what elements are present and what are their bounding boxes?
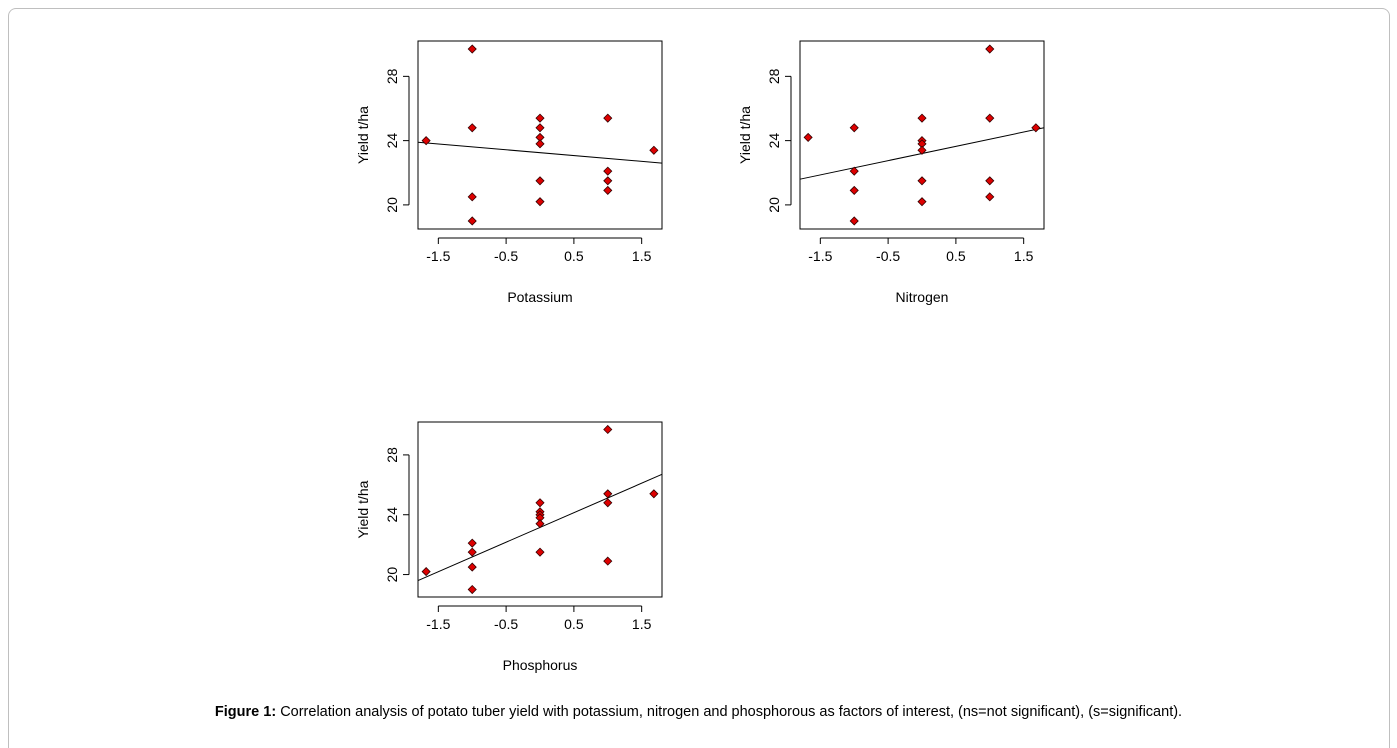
y-tick-label: 24 [766,133,782,149]
x-axis-title: Nitrogen [896,289,949,305]
data-point [603,166,613,176]
data-point [603,498,613,508]
scatter-panel: -1.5 -0.5 0.5 1.5 20 24 28 Phosphorus Yield t/ha [355,421,663,673]
figure-caption: Figure 1: Correlation analysis of potato… [0,704,1397,720]
x-axis-title: Phosphorus [503,657,578,673]
y-tick-label: 28 [384,447,400,463]
y-tick-label: 20 [384,567,400,583]
plot-box [417,40,663,230]
data-point [649,489,659,499]
data-point [535,547,545,557]
y-tick-label: 20 [766,197,782,213]
x-tick-label: -1.5 [426,616,450,632]
data-point [421,567,431,577]
plot-box [799,40,1045,230]
y-tick-label: 20 [384,197,400,213]
x-axis-title: Potassium [507,289,572,305]
data-point [849,185,859,196]
x-tick-label: -0.5 [494,248,518,264]
data-point [535,197,545,207]
caption-label: Figure 1: [214,704,277,720]
data-point [1031,123,1041,133]
data-point [603,489,613,499]
data-point [467,123,477,133]
y-axis-title: Yield t/ha [737,106,753,164]
y-tick-label: 24 [384,507,400,523]
data-point [849,216,859,226]
data-point [467,562,477,572]
y-tick-label: 28 [766,68,782,84]
data-point [467,547,477,557]
trend-line [417,141,663,164]
caption-text: Correlation analysis of potato tuber yie… [280,704,1183,720]
scatter-panel: -1.5 -0.5 0.5 1.5 20 24 28 Nitrogen Yield t/ha [737,40,1045,305]
x-tick-label: -0.5 [876,248,900,264]
data-point [603,113,613,123]
data-point [603,556,613,566]
data-point [803,132,813,142]
data-point [917,113,927,123]
data-point [985,113,995,123]
x-tick-label: 1.5 [632,616,652,632]
data-point [535,139,545,149]
plot-box [417,421,663,598]
data-point [917,145,927,155]
y-axis-title: Yield t/ha [355,480,371,538]
data-point [917,197,927,207]
data-point [985,176,995,186]
data-point [603,176,613,186]
data-point [535,113,545,123]
data-point [467,44,477,54]
data-point [985,192,995,202]
data-point [535,123,545,133]
x-tick-label: 1.5 [632,248,652,264]
data-point [603,424,613,435]
data-point [849,166,859,176]
y-axis-title: Yield t/ha [355,106,371,164]
data-point [917,176,927,186]
scatter-panel: -1.5 -0.5 0.5 1.5 20 24 28 Potassium Yield t/ha [355,40,663,305]
x-tick-label: -1.5 [426,248,450,264]
data-point [535,176,545,186]
x-tick-label: -1.5 [808,248,832,264]
data-point [535,519,545,529]
data-point [467,538,477,548]
data-point [985,44,995,54]
y-tick-label: 28 [384,68,400,84]
data-point [467,216,477,226]
x-tick-label: 0.5 [564,616,584,632]
x-tick-label: 0.5 [946,248,966,264]
data-point [421,136,431,146]
data-point [467,584,477,595]
x-tick-label: 1.5 [1014,248,1034,264]
data-point [649,145,659,155]
data-point [849,123,859,133]
figure-frame [8,8,1390,748]
y-tick-label: 24 [384,133,400,149]
x-tick-label: -0.5 [494,616,518,632]
data-point [535,498,545,508]
data-point [467,192,477,202]
x-tick-label: 0.5 [564,248,584,264]
data-point [603,185,613,196]
